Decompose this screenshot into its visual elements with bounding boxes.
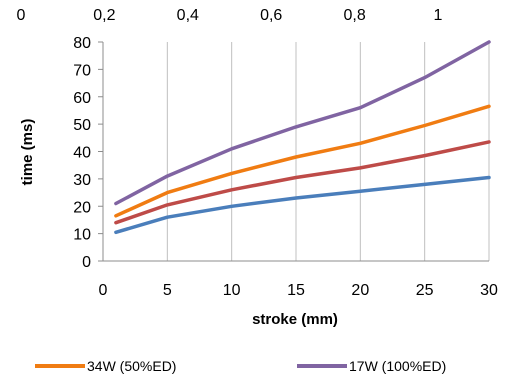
x-axis-title: stroke (mm) xyxy=(252,311,338,328)
y-tick-label: 60 xyxy=(73,90,91,107)
series-line-3 xyxy=(114,104,491,218)
axis-layer xyxy=(98,41,489,262)
series-line-1 xyxy=(114,175,491,235)
series-line-2 xyxy=(114,140,491,225)
x-tick-label: 20 xyxy=(351,282,369,299)
y-axis-title: time (ms) xyxy=(19,119,36,186)
series-layer xyxy=(114,40,491,235)
y-tick-label: 20 xyxy=(73,199,91,216)
y-tick-label: 80 xyxy=(73,35,91,52)
y-tick-label: 40 xyxy=(73,145,91,162)
x-tick-label: 5 xyxy=(163,282,172,299)
top-x-tick-label: 0,6 xyxy=(260,7,282,24)
x-tick-label: 10 xyxy=(223,282,241,299)
legend: 34W (50%ED) 17W (100%ED) xyxy=(35,358,446,374)
y-tick-label: 50 xyxy=(73,117,91,134)
y-tick-label: 10 xyxy=(73,227,91,244)
series-line-4 xyxy=(114,40,491,206)
x-tick-label: 30 xyxy=(480,282,498,299)
x-tick-label: 0 xyxy=(99,282,108,299)
y-tick-label: 30 xyxy=(73,172,91,189)
top-x-tick-label: 0,4 xyxy=(177,7,199,24)
label-layer: 0 10 20 30 40 50 60 70 80 0 5 10 15 20 25 30 0 0,2 0,4 0,6 0… xyxy=(17,7,498,299)
x-tick-label: 15 xyxy=(287,282,305,299)
top-x-tick-label: 0 xyxy=(17,7,26,24)
legend-label: 17W (100%ED) xyxy=(349,358,446,374)
y-tick-label: 0 xyxy=(82,254,91,271)
x-tick-label: 25 xyxy=(416,282,434,299)
y-tick-label: 70 xyxy=(73,62,91,79)
top-x-tick-label: 0,8 xyxy=(343,7,365,24)
top-x-tick-label: 0,2 xyxy=(93,7,115,24)
legend-label: 34W (50%ED) xyxy=(87,358,176,374)
top-x-tick-label: 1 xyxy=(434,7,443,24)
